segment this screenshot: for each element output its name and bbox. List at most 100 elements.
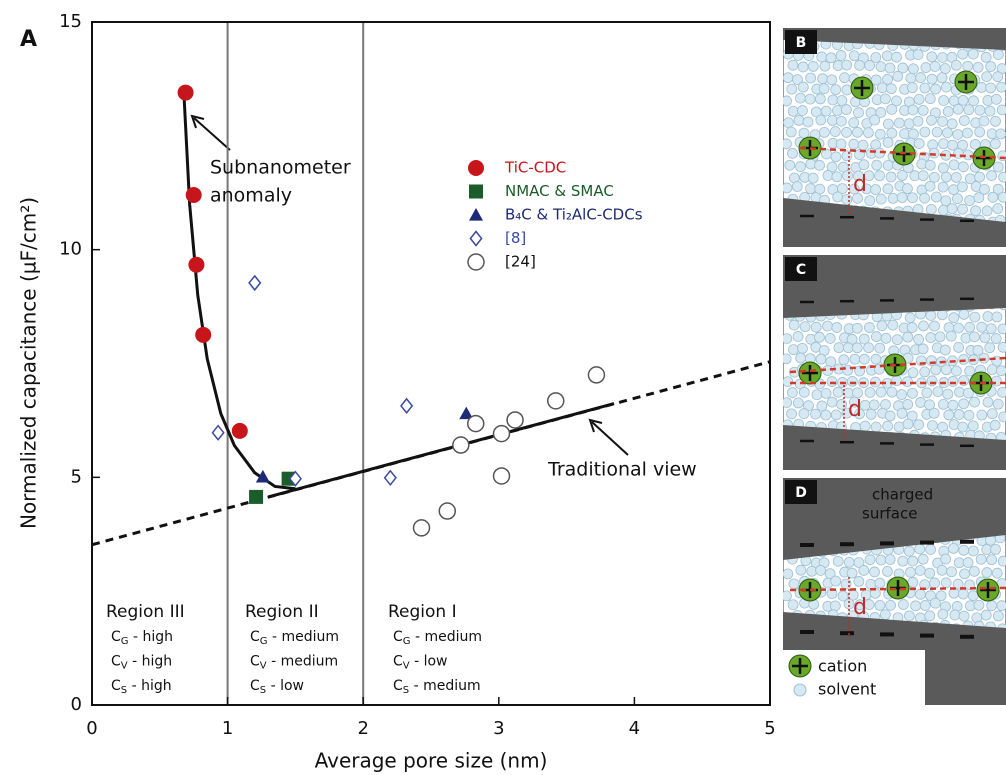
solvent [953,409,965,420]
solvent [925,590,936,602]
solvent [952,193,963,205]
legend-label: cation [818,657,867,676]
solvent [903,545,915,557]
solvent [957,203,968,215]
solvent [940,171,952,183]
solvent [783,95,792,107]
solvent [925,310,937,321]
solvent [842,364,854,376]
gap-label: d [853,595,867,620]
solvent [831,171,843,183]
solvent [830,151,842,163]
data-point [492,467,511,485]
solvent [805,72,817,84]
solvent [908,128,919,140]
solvent [814,93,826,105]
solvent [902,418,914,430]
solvent [958,544,970,556]
solvent [795,352,807,364]
solvent [907,63,919,75]
solvent [952,129,964,140]
data-point [466,414,485,433]
plus [958,74,974,90]
data-point [248,274,262,292]
solvent [912,49,924,61]
plus [980,582,996,598]
solvent [929,577,940,589]
data-point [492,424,511,443]
solvent [896,170,908,181]
data-point [412,519,431,537]
solvent [946,566,957,578]
solvent [827,114,838,126]
solvent [865,408,877,420]
solvent [848,50,860,62]
solvent [981,205,993,217]
solvent [974,126,986,138]
annotation-arrow [591,421,629,456]
solvent [985,82,997,94]
panel-label: D [795,485,807,501]
solvent [893,421,905,433]
annotation-arrow [193,117,231,151]
solvent [947,376,959,387]
wall [783,425,1006,470]
solvent [892,70,904,82]
solvent [788,578,800,590]
solvent [830,575,842,587]
solvent [903,610,915,622]
solvent [824,333,836,344]
solvent [915,397,926,408]
solvent [846,567,858,579]
solvent [919,192,930,204]
solvent [886,386,898,398]
solvent [985,61,997,72]
solvent [969,396,980,408]
legend-label: NMAC & SMAC [505,182,614,200]
solvent [797,61,809,73]
data-point [459,406,474,420]
solvent [853,576,865,587]
solvent [896,192,908,203]
data-point [185,187,202,204]
solvent [849,353,861,365]
solvent [797,342,808,354]
solvent [858,565,870,576]
panel-label: B [796,35,807,51]
solvent [938,204,949,216]
solvent [928,407,940,419]
region-row: CS - high [111,678,172,696]
solvent [997,323,1006,335]
x-tick-label: 3 [493,718,504,739]
symbol: C [393,629,403,645]
solvent [918,320,929,332]
solvent [848,396,860,408]
solvent [820,387,832,399]
solvent [929,61,941,72]
solvent [902,331,914,343]
solvent [876,82,888,94]
panel-label: C [796,262,806,278]
solvent [924,610,936,622]
x-tick-label: 1 [222,718,233,739]
solvent [896,389,907,400]
solvent [879,93,891,105]
solvent [882,136,894,148]
level: - medium [267,654,339,670]
data-point [400,397,414,415]
y-tick-label: 10 [59,239,82,260]
solvent [874,577,886,589]
solvent [874,128,886,140]
plus [792,658,808,674]
solvent [973,192,985,203]
region-row: CG - high [111,629,173,647]
solvent [956,181,968,193]
solvent [851,322,863,334]
solvent [907,555,919,567]
solvent [991,567,1003,579]
solvent [846,375,858,387]
solvent [945,330,957,342]
y-tick-label: 15 [59,11,82,32]
solvent [841,150,853,162]
region-row: CS - medium [393,678,481,696]
